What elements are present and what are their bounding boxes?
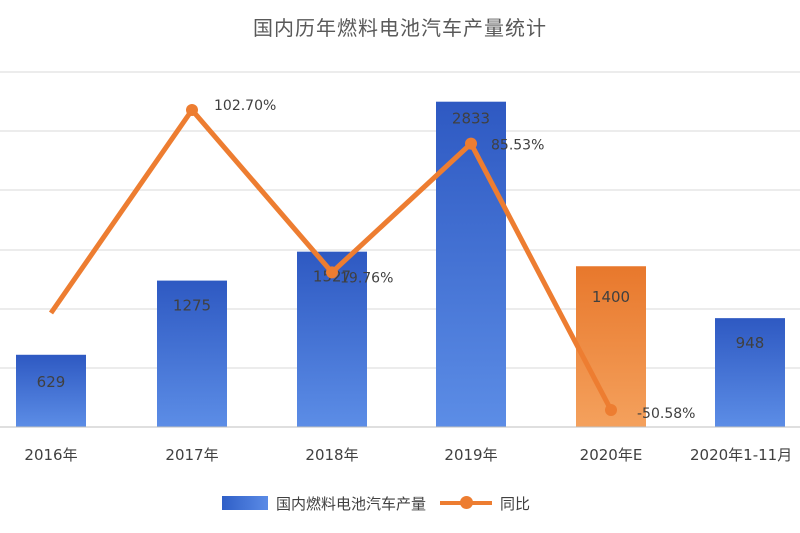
chart-title: 国内历年燃料电池汽车产量统计 [253, 16, 547, 40]
bar-label-1: 1275 [173, 297, 211, 315]
x-tick-label-5: 2020年1-11月 [690, 446, 792, 464]
bar-2 [297, 251, 367, 427]
yoy-marker-4 [605, 404, 617, 416]
yoy-label-1: 102.70% [214, 98, 276, 114]
yoy-label-2: 19.76% [340, 270, 393, 286]
x-tick-label-0: 2016年 [24, 446, 77, 464]
legend: 国内燃料电池汽车产量 同比 [222, 492, 540, 514]
legend-label-line: 同比 [500, 494, 531, 513]
legend-item-line: 同比 [436, 493, 530, 514]
yoy-label-4: -50.58% [637, 406, 695, 422]
legend-label-bars: 国内燃料电池汽车产量 [276, 494, 427, 513]
bar-4 [576, 266, 646, 427]
legend-bar-swatch [222, 496, 268, 510]
yoy-marker-2 [326, 266, 338, 279]
yoy-marker-3 [465, 137, 477, 150]
x-tick-label-1: 2017年 [165, 446, 218, 464]
legend-item-bars: 国内燃料电池汽车产量 [222, 493, 426, 514]
x-tick-label-3: 2019年 [444, 446, 497, 464]
x-tick-label-2: 2018年 [305, 446, 358, 464]
legend-line-swatch [440, 496, 493, 509]
bar-label-5: 948 [736, 334, 765, 352]
bar-0 [16, 354, 86, 427]
bar-label-4: 1400 [592, 288, 630, 306]
yoy-marker-1 [186, 104, 198, 116]
yoy-label-3: 85.53% [491, 138, 544, 154]
x-tick-label-4: 2020年E [580, 446, 643, 464]
bar-3 [436, 101, 506, 427]
bar-5 [715, 318, 785, 427]
bar-label-0: 629 [37, 373, 66, 391]
bar-1 [157, 280, 227, 427]
bar-label-3: 2833 [452, 110, 490, 128]
